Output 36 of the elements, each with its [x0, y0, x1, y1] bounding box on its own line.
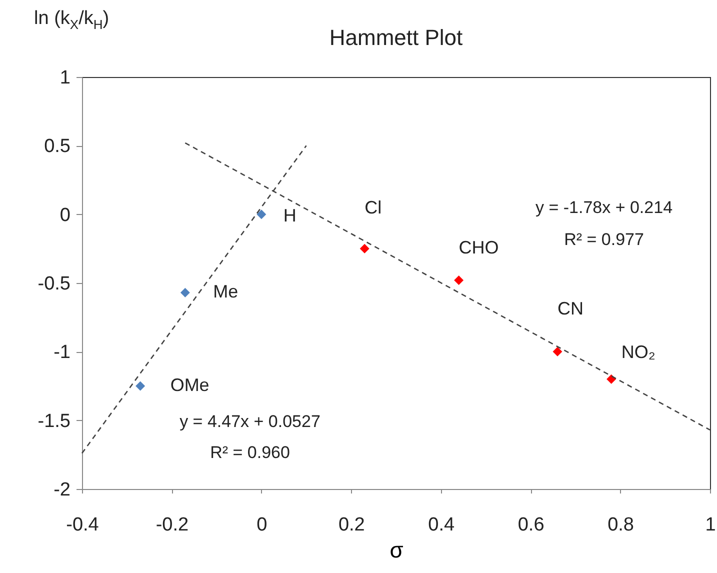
- y-tick-label: -0.5: [38, 274, 70, 294]
- point: [136, 381, 146, 391]
- y-tick-label: -1.5: [38, 410, 70, 432]
- annotation: OMe: [170, 375, 210, 395]
- point: [180, 288, 190, 298]
- y-tick-label: 1: [60, 68, 70, 88]
- chart-title: Hammett Plot: [329, 25, 463, 50]
- x-tick-label: -0.2: [156, 514, 189, 536]
- annotation: Cl: [364, 198, 382, 218]
- annotation: R² = 0.977: [564, 230, 644, 249]
- point: [552, 346, 562, 356]
- x-tick-label: -0.4: [66, 514, 100, 536]
- annotation: CN: [557, 298, 584, 319]
- point: [256, 210, 266, 220]
- annotation: H: [283, 205, 296, 226]
- annotation: R² = 0.960: [210, 443, 290, 462]
- x-tick-label: 0.6: [518, 514, 544, 536]
- point: [360, 244, 370, 254]
- point: [454, 276, 464, 285]
- y-tick-label: -2: [54, 480, 70, 500]
- x-axis-title: σ: [390, 538, 404, 562]
- x-tick-label: 0: [256, 514, 268, 536]
- point: [606, 374, 616, 384]
- x-tick-label: 1: [705, 514, 716, 536]
- x-tick-label: 0.4: [428, 514, 455, 536]
- annotation: NO₂: [621, 342, 656, 362]
- annotation: y = 4.47x + 0.0527: [180, 412, 320, 431]
- annotation: y = -1.78x + 0.214: [535, 198, 673, 217]
- x-tick-label: 0.2: [338, 514, 365, 536]
- x-tick-label: 0.8: [608, 514, 634, 536]
- y-tick-label: -1: [54, 342, 70, 364]
- annotation: Me: [213, 282, 238, 302]
- y-tick-label: 0: [60, 204, 70, 226]
- annotation: CHO: [458, 237, 499, 258]
- y-axis-title: ln (k$_{X}$/k$_{H}$): [34, 8, 110, 32]
- y-tick-label: 0.5: [44, 136, 70, 158]
